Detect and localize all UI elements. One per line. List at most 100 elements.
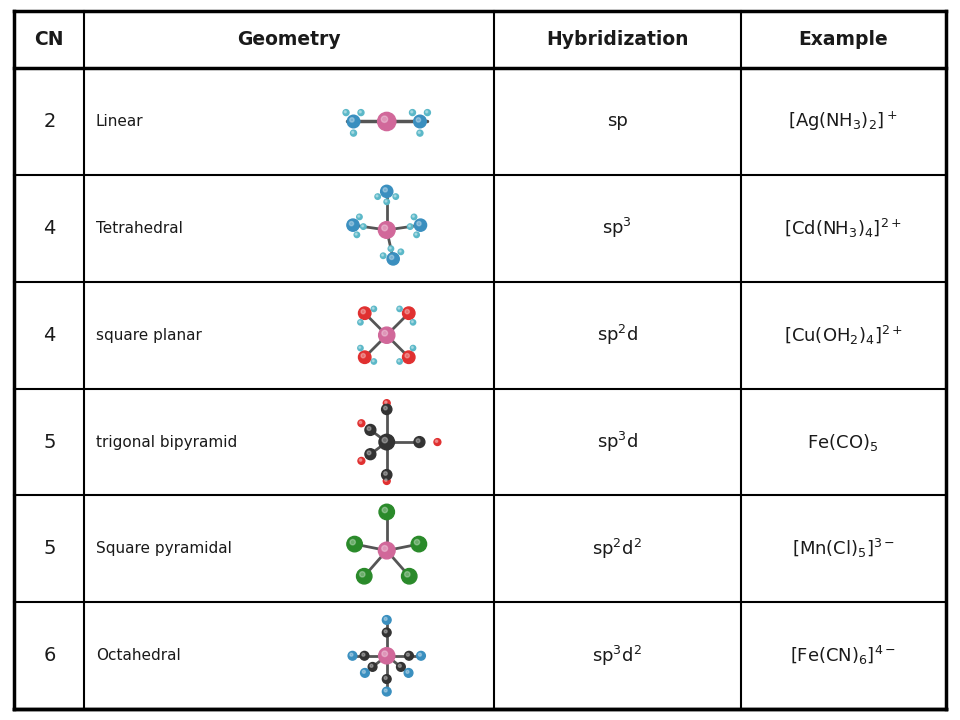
Circle shape — [359, 459, 362, 462]
Circle shape — [384, 617, 387, 621]
Circle shape — [382, 330, 388, 336]
Circle shape — [382, 651, 388, 657]
Circle shape — [347, 219, 359, 231]
Circle shape — [396, 306, 402, 312]
Circle shape — [359, 321, 361, 323]
Circle shape — [414, 232, 420, 238]
Circle shape — [424, 109, 430, 116]
Circle shape — [410, 346, 416, 351]
Text: CN: CN — [35, 30, 64, 49]
Circle shape — [380, 185, 393, 197]
Circle shape — [396, 359, 402, 364]
Circle shape — [412, 321, 414, 323]
Circle shape — [362, 653, 365, 656]
Circle shape — [384, 630, 387, 633]
Circle shape — [361, 669, 370, 678]
Circle shape — [388, 246, 394, 251]
Circle shape — [362, 670, 366, 673]
Circle shape — [350, 539, 355, 545]
Circle shape — [382, 628, 391, 637]
Circle shape — [358, 215, 360, 217]
Circle shape — [383, 400, 390, 407]
Circle shape — [359, 111, 361, 113]
Circle shape — [378, 222, 396, 238]
Circle shape — [360, 572, 365, 577]
Circle shape — [398, 665, 401, 667]
Text: trigonal bipyramid: trigonal bipyramid — [96, 435, 237, 449]
Circle shape — [381, 254, 383, 256]
Circle shape — [361, 310, 366, 314]
Circle shape — [382, 508, 388, 513]
Circle shape — [383, 188, 387, 192]
Circle shape — [367, 427, 371, 431]
Circle shape — [365, 425, 375, 436]
Circle shape — [434, 438, 441, 446]
Circle shape — [417, 652, 425, 660]
Circle shape — [349, 117, 354, 122]
Text: sp$^2$d$^2$: sp$^2$d$^2$ — [592, 537, 642, 561]
Circle shape — [382, 616, 391, 624]
Circle shape — [409, 225, 411, 227]
Circle shape — [384, 406, 387, 410]
Circle shape — [404, 669, 413, 678]
Circle shape — [378, 648, 395, 664]
Circle shape — [345, 111, 347, 113]
Circle shape — [415, 233, 417, 235]
Circle shape — [349, 222, 353, 226]
Circle shape — [367, 451, 371, 455]
Circle shape — [398, 307, 400, 309]
Circle shape — [354, 232, 360, 238]
Circle shape — [398, 249, 403, 255]
Circle shape — [377, 112, 396, 130]
Circle shape — [385, 401, 387, 403]
Circle shape — [402, 307, 415, 320]
Circle shape — [358, 320, 363, 325]
Text: sp$^3$: sp$^3$ — [602, 216, 633, 240]
Text: sp$^3$d$^2$: sp$^3$d$^2$ — [592, 644, 642, 668]
Circle shape — [382, 675, 391, 683]
Circle shape — [381, 116, 388, 122]
Circle shape — [393, 194, 398, 199]
Text: [Mn(Cl)$_5$]$^{3-}$: [Mn(Cl)$_5$]$^{3-}$ — [792, 537, 895, 560]
Circle shape — [343, 109, 349, 116]
Text: Square pyramidal: Square pyramidal — [96, 541, 231, 557]
Circle shape — [405, 652, 414, 660]
Circle shape — [372, 359, 376, 364]
Text: square planar: square planar — [96, 328, 202, 343]
Circle shape — [410, 320, 416, 325]
Circle shape — [419, 653, 421, 656]
Circle shape — [381, 469, 392, 480]
Circle shape — [405, 354, 409, 358]
Circle shape — [405, 310, 409, 314]
Circle shape — [350, 130, 356, 136]
Circle shape — [370, 665, 373, 667]
Circle shape — [355, 233, 357, 235]
Text: sp: sp — [607, 112, 628, 130]
Text: Linear: Linear — [96, 114, 143, 129]
Circle shape — [358, 346, 363, 351]
Circle shape — [379, 434, 395, 450]
Circle shape — [358, 109, 364, 116]
Circle shape — [385, 479, 387, 482]
Circle shape — [349, 653, 353, 656]
Circle shape — [357, 214, 362, 220]
Circle shape — [417, 222, 421, 226]
Circle shape — [356, 569, 372, 584]
Circle shape — [411, 214, 417, 220]
Circle shape — [419, 131, 420, 133]
Text: Tetrahedral: Tetrahedral — [96, 221, 182, 236]
Circle shape — [413, 215, 415, 217]
Circle shape — [399, 250, 401, 252]
Circle shape — [369, 662, 377, 671]
Circle shape — [365, 449, 375, 459]
Circle shape — [406, 653, 409, 656]
Circle shape — [381, 404, 392, 415]
Text: 6: 6 — [43, 647, 56, 665]
Circle shape — [404, 572, 410, 577]
Text: 5: 5 — [43, 539, 56, 559]
Circle shape — [384, 472, 387, 475]
Circle shape — [414, 436, 425, 448]
Circle shape — [395, 195, 396, 197]
Circle shape — [358, 457, 365, 464]
Circle shape — [425, 111, 428, 113]
